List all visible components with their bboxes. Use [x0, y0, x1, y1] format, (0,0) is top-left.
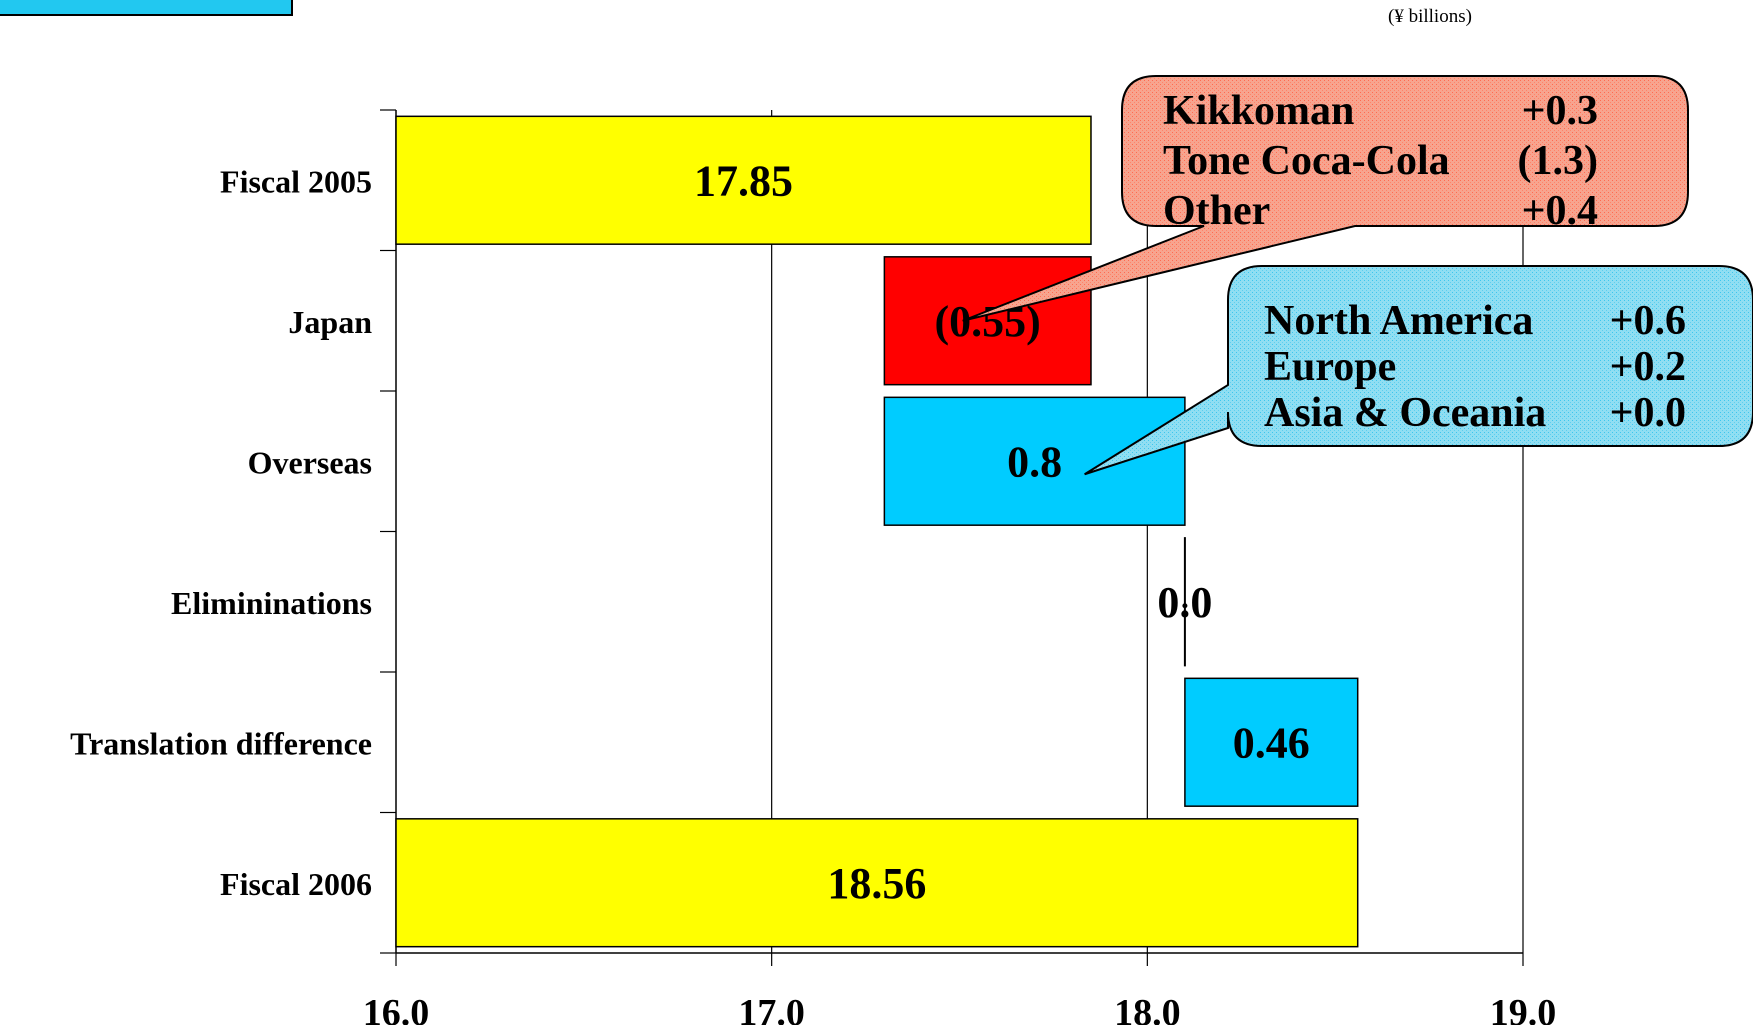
callout-japan: Kikkoman +0.3 Tone Coca-Cola (1.3) Other +0.4	[962, 75, 1689, 322]
x-tick-label-19-0: 19.0	[1490, 992, 1557, 1025]
x-tick-label-16-0: 16.0	[363, 992, 430, 1025]
callout-item-name-kikkoman: Kikkoman	[1163, 88, 1354, 134]
callout-item-value-asia-oceania: +0.0	[1610, 390, 1686, 436]
category-label-overseas: Overseas	[248, 444, 372, 480]
callout-item-name-other: Other	[1163, 188, 1270, 234]
bar-label-fiscal-2005: 17.85	[694, 156, 793, 205]
bar-japan	[883, 256, 1092, 386]
bar-label-translation-difference: 0.46	[1233, 718, 1310, 767]
bar-fiscal-2005	[395, 115, 1092, 245]
callout-item-name-europe: Europe	[1264, 344, 1396, 390]
x-tick-label-17-0: 17.0	[738, 992, 805, 1025]
unit-label: (¥ billions)	[1388, 6, 1472, 27]
bar-elimininations-marker	[1182, 603, 1188, 609]
bar-translation-difference	[1184, 677, 1359, 807]
bars	[395, 115, 1359, 948]
callout-item-value-other: +0.4	[1522, 188, 1598, 234]
callout-bubble	[1084, 265, 1753, 476]
corner-color-box	[0, 0, 293, 16]
callout-item-name-asia-oceania: Asia & Oceania	[1264, 390, 1546, 436]
bar-label-elimininations: 0.0	[1157, 578, 1212, 627]
callout-item-value-europe: +0.2	[1610, 344, 1686, 390]
callout-item-value-north-america: +0.6	[1610, 298, 1686, 344]
axes: 16.0 17.0 18.0 19.0	[363, 109, 1557, 1025]
bar-label-overseas: 0.8	[1007, 437, 1062, 486]
bar-fiscal-2006	[395, 818, 1359, 948]
category-label-fiscal-2005: Fiscal 2005	[220, 163, 372, 199]
callouts: Kikkoman +0.3 Tone Coca-Cola (1.3) Other +0.4…	[962, 75, 1753, 476]
category-label-fiscal-2006: Fiscal 2006	[220, 866, 372, 902]
bar-overseas	[883, 396, 1186, 526]
category-label-japan: Japan	[288, 304, 372, 340]
category-label-elimininations: Elimininations	[171, 585, 372, 621]
callout-item-value-tone-coca-cola: (1.3)	[1518, 138, 1598, 184]
x-tick-label-18-0: 18.0	[1114, 992, 1181, 1025]
callout-item-name-north-america: North America	[1264, 298, 1533, 344]
category-label-translation-difference: Translation difference	[70, 725, 372, 761]
callout-item-value-kikkoman: +0.3	[1522, 88, 1598, 134]
bar-label-fiscal-2006: 18.56	[827, 859, 926, 908]
callout-overseas: North America +0.6 Europe +0.2 Asia & Oceani…	[1084, 265, 1753, 476]
callout-bubble	[962, 75, 1689, 322]
callout-item-name-tone-coca-cola: Tone Coca-Cola	[1163, 138, 1450, 184]
